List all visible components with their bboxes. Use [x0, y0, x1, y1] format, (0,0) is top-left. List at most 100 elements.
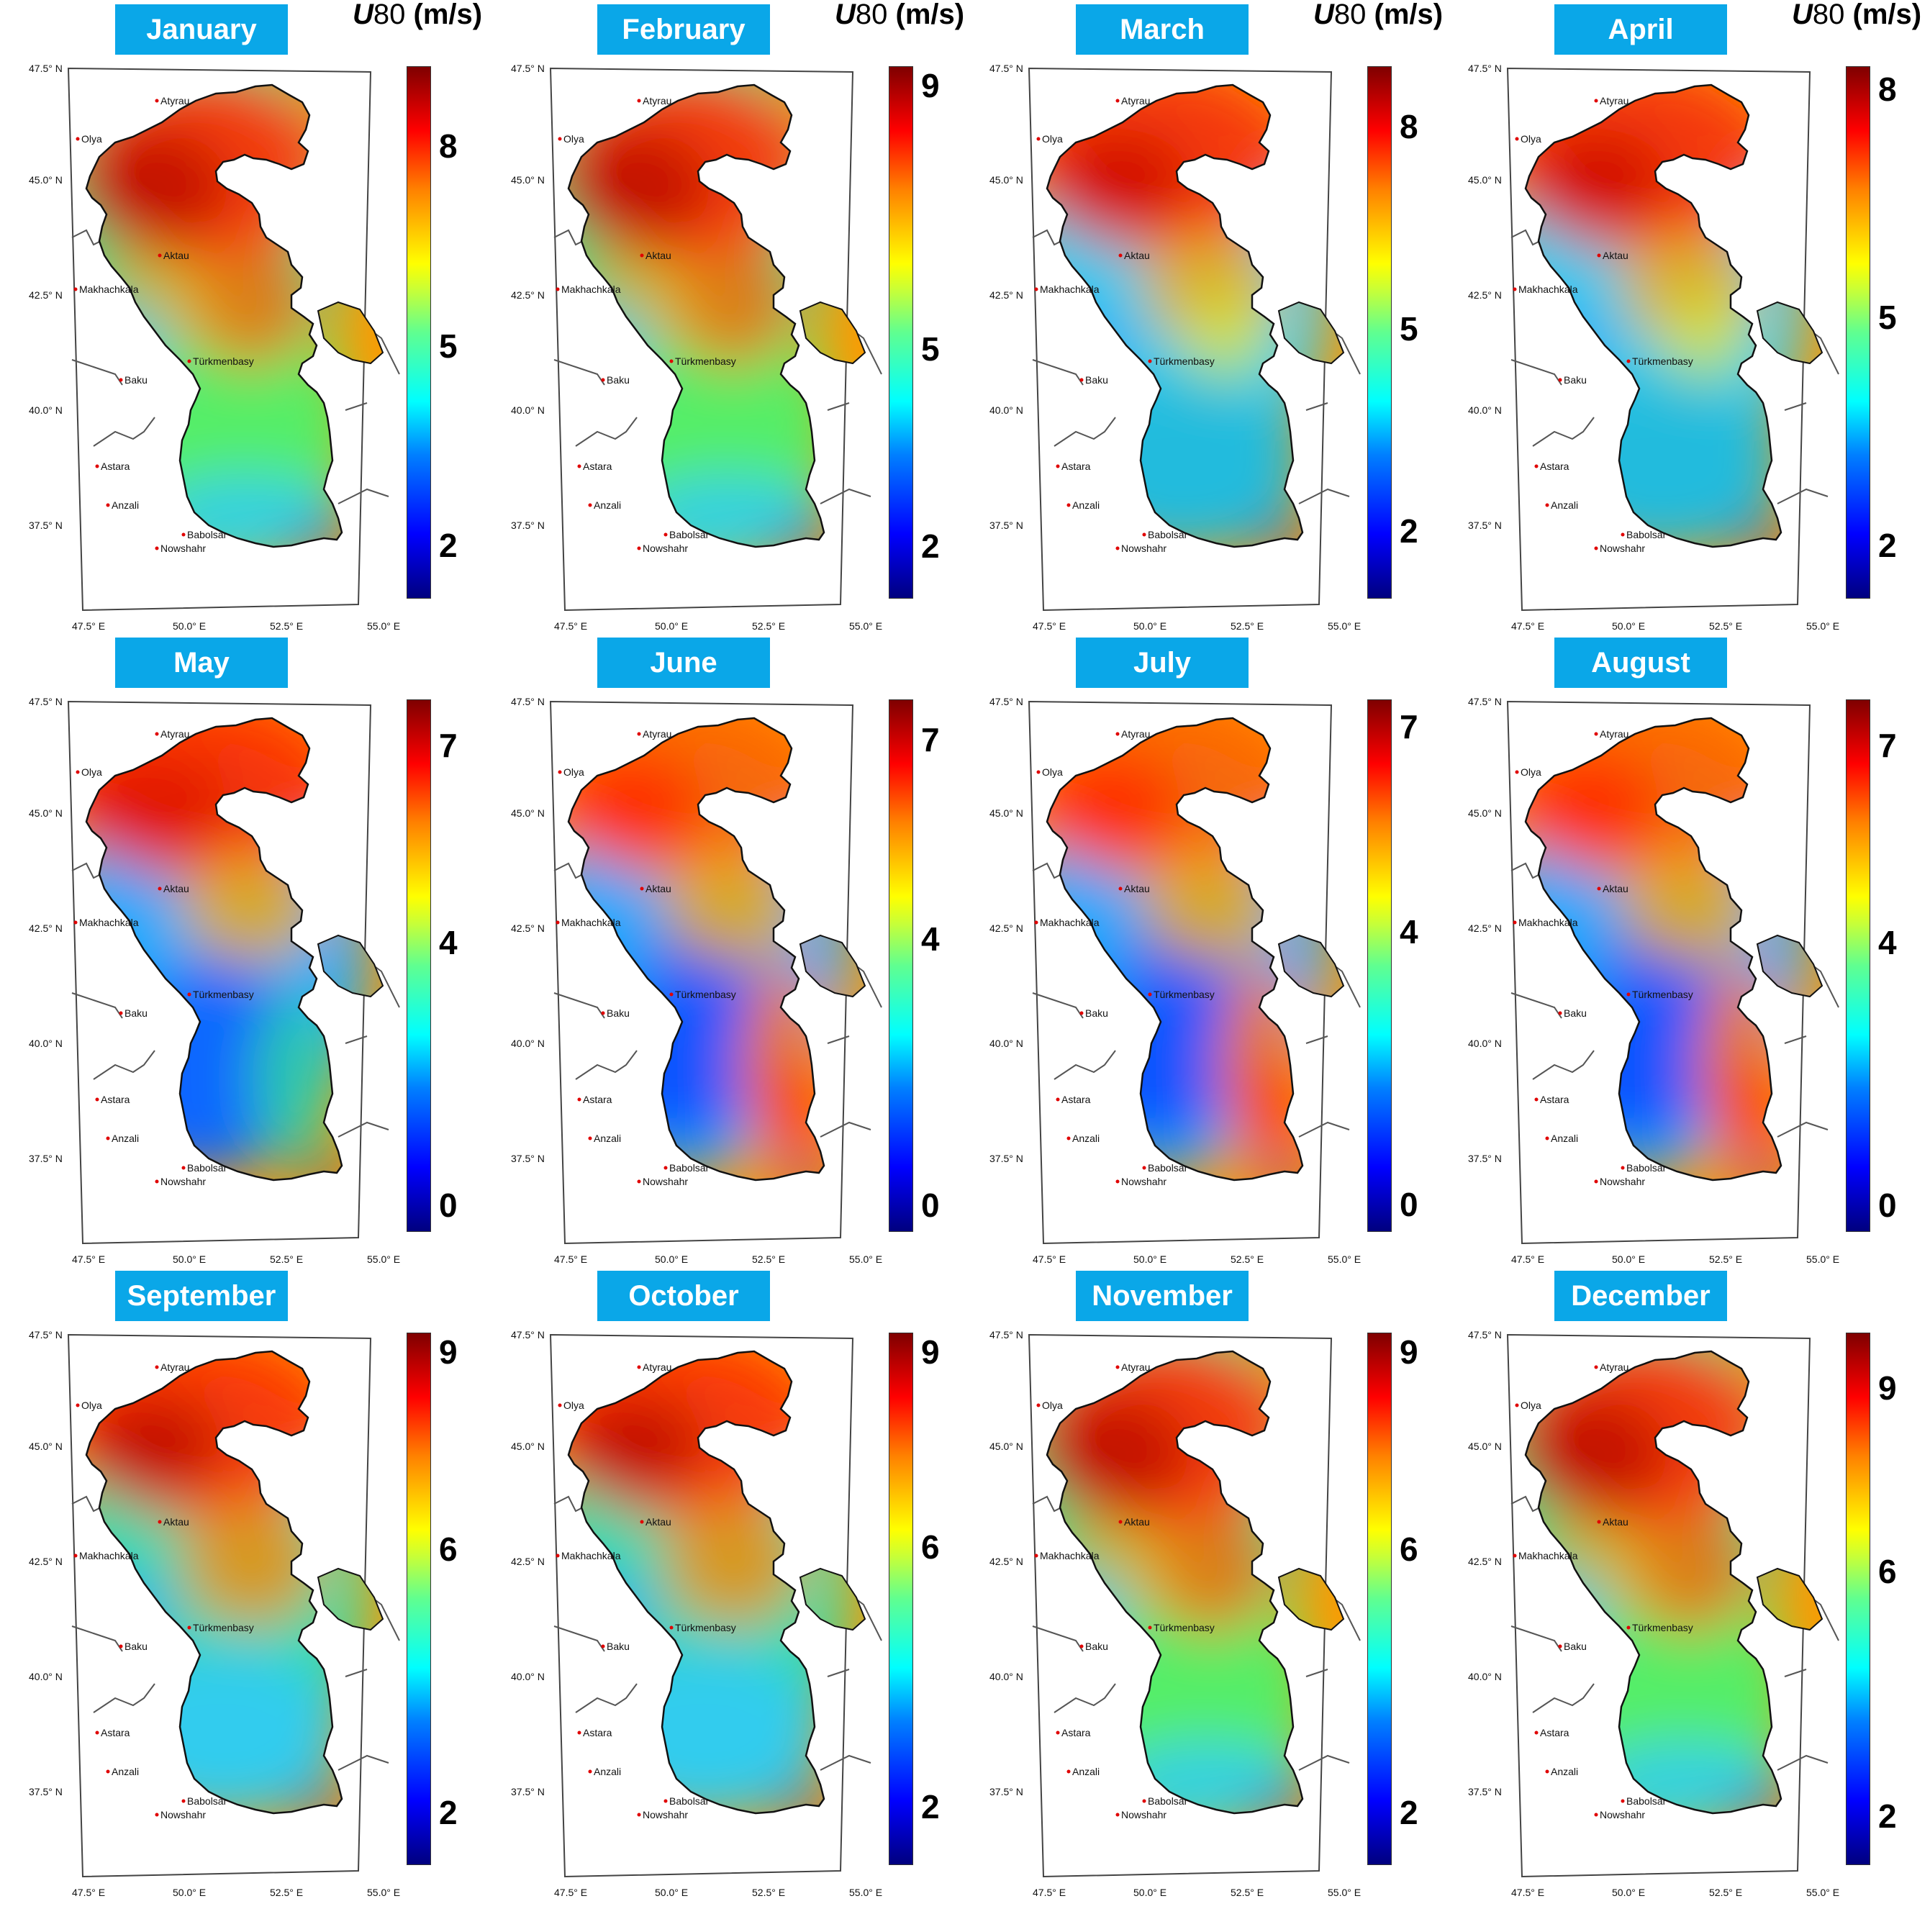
units-height: 80	[1812, 0, 1845, 30]
country-border	[1532, 1683, 1595, 1713]
longitude-label: 55.0° E	[1328, 1887, 1361, 1898]
city-label: Nowshahr	[643, 543, 688, 554]
city-label: Baku	[124, 1007, 148, 1019]
city-label: Baku	[1564, 374, 1587, 386]
colorbar-tick-label: 2	[439, 527, 458, 564]
city-marker	[106, 503, 110, 507]
city-label: Astara	[1061, 1727, 1091, 1738]
city-label: Anzali	[594, 499, 621, 511]
city-marker	[1545, 1769, 1549, 1774]
colorbar-tick-label: 0	[1400, 1186, 1418, 1224]
city-marker	[1597, 886, 1601, 891]
city-marker	[119, 1011, 123, 1015]
city-marker	[556, 1554, 560, 1558]
city-marker	[1066, 1769, 1071, 1774]
city-marker	[155, 1365, 159, 1369]
city-marker	[1597, 253, 1601, 258]
city-marker	[1115, 1179, 1120, 1184]
city-label: Anzali	[112, 1133, 139, 1144]
city-label: Aktau	[163, 250, 189, 261]
city-marker	[1594, 732, 1598, 736]
latitude-label: 37.5° N	[989, 1786, 1023, 1797]
colorbar-tick-label: 8	[1400, 108, 1418, 146]
city-label: Olya	[1042, 133, 1063, 145]
longitude-label: 47.5° E	[1033, 1887, 1066, 1898]
map-panel-july: Atyrau Olya Aktau Makhachkala Türkmenbasy Bak…	[968, 633, 1443, 1266]
colorbar-tick-label: 2	[921, 527, 940, 565]
country-border	[1298, 1121, 1350, 1138]
latitude-label: 40.0° N	[511, 1671, 545, 1682]
country-border	[93, 417, 155, 447]
colorbar-tick-label: 4	[1878, 924, 1897, 962]
longitude-label: 50.0° E	[173, 620, 206, 632]
city-marker	[181, 1166, 186, 1170]
longitude-label: 52.5° E	[1231, 620, 1264, 632]
city-label: Anzali	[112, 499, 139, 511]
map-frame	[549, 1333, 854, 1878]
map-panel-june: Atyrau Olya Aktau Makhachkala Türkmenbasy Bak…	[489, 633, 964, 1266]
city-marker	[95, 464, 99, 468]
colorbar-tick-label: 6	[439, 1530, 458, 1569]
coastline	[567, 83, 825, 548]
city-label: Atyrau	[160, 1361, 189, 1373]
city-marker	[1118, 886, 1123, 891]
colorbar-tick-label: 8	[439, 127, 458, 165]
city-label: Atyrau	[643, 1361, 671, 1373]
country-border	[1054, 417, 1116, 447]
city-label: Baku	[607, 374, 630, 386]
city-label: Babolsar	[669, 1795, 710, 1807]
longitude-label: 47.5° E	[1511, 1887, 1544, 1898]
units-label: U80 (m/s)	[835, 0, 964, 31]
latitude-label: 47.5° N	[989, 1329, 1023, 1341]
colorbar-tick-label: 0	[439, 1187, 458, 1225]
city-marker	[187, 359, 191, 363]
city-label: Türkmenbasy	[1154, 989, 1215, 1000]
city-marker	[556, 287, 560, 291]
colorbar-tick-label: 4	[439, 924, 458, 962]
city-label: Astara	[1540, 1094, 1569, 1105]
city-marker	[1513, 920, 1517, 925]
city-marker	[640, 1520, 644, 1524]
city-marker	[601, 1011, 605, 1015]
colorbar	[889, 66, 913, 599]
map-panel-august: Atyrau Olya Aktau Makhachkala Türkmenbasy Bak…	[1446, 633, 1921, 1266]
city-label: Türkmenbasy	[1632, 989, 1693, 1000]
month-title: May	[115, 638, 288, 688]
country-border	[1510, 992, 1562, 1019]
city-marker	[637, 1365, 641, 1369]
latitude-label: 37.5° N	[29, 1153, 63, 1164]
month-title: March	[1076, 4, 1249, 55]
country-border	[827, 1035, 850, 1044]
city-marker	[1036, 137, 1041, 141]
city-label: Makhachkala	[1040, 917, 1100, 928]
month-title: December	[1554, 1271, 1727, 1321]
city-label: Aktau	[645, 250, 671, 261]
units-symbol: U	[353, 0, 373, 30]
longitude-label: 47.5° E	[554, 1253, 587, 1265]
city-label: Türkmenbasy	[675, 989, 736, 1000]
city-label: Nowshahr	[1121, 1176, 1166, 1187]
colorbar-tick-label: 9	[921, 1333, 940, 1371]
city-label: Baku	[607, 1641, 630, 1652]
colorbar	[1367, 699, 1392, 1232]
longitude-label: 50.0° E	[1612, 620, 1645, 632]
city-marker	[1513, 287, 1517, 291]
longitude-label: 52.5° E	[1709, 620, 1742, 632]
city-label: Atyrau	[1600, 95, 1628, 106]
city-marker	[669, 992, 674, 997]
city-marker	[1558, 378, 1562, 382]
country-border	[1032, 359, 1084, 386]
city-label: Makhachkala	[561, 917, 621, 928]
city-marker	[1594, 1179, 1598, 1184]
colorbar-tick-label: 0	[1878, 1187, 1897, 1225]
country-border	[337, 1121, 389, 1138]
city-label: Baku	[1085, 1641, 1108, 1652]
city-marker	[73, 1554, 78, 1558]
colorbar-tick-label: 2	[1400, 512, 1418, 550]
latitude-label: 45.0° N	[1468, 1441, 1502, 1452]
city-marker	[119, 378, 123, 382]
units-label: U80 (m/s)	[353, 0, 482, 31]
city-label: Astara	[1540, 461, 1569, 472]
units-label: U80 (m/s)	[1313, 0, 1443, 31]
city-marker	[558, 770, 562, 774]
